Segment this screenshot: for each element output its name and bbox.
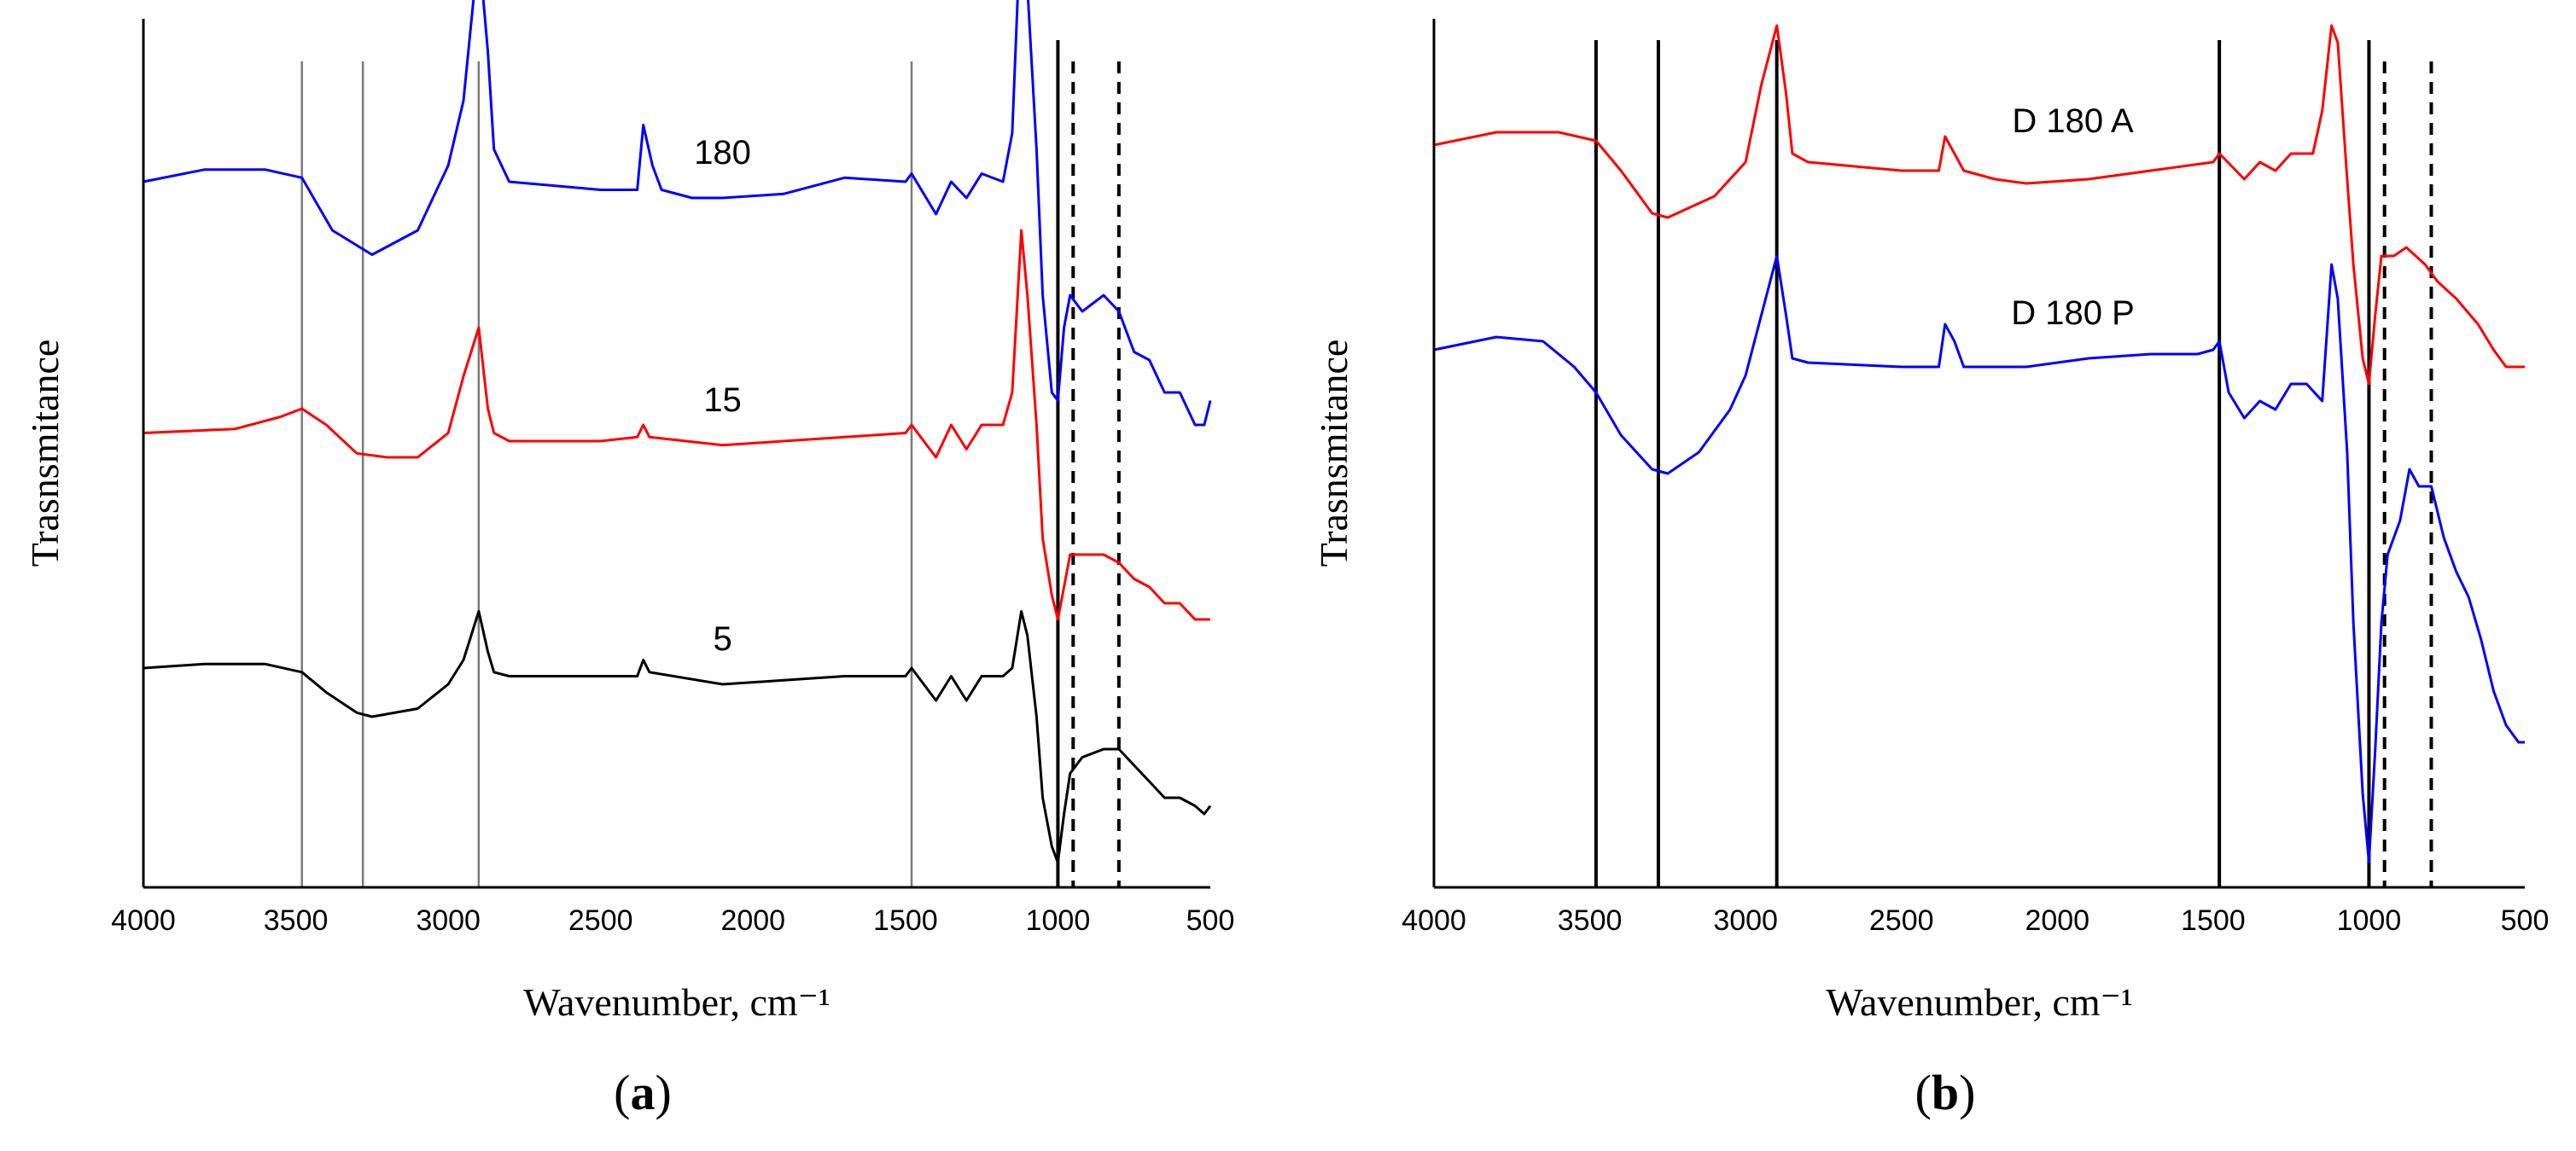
series-label-15: 15 [703,381,742,419]
x-tick-label-3500: 3500 [264,904,329,937]
x-tick-label-500: 500 [1186,904,1235,937]
series-label-5: 5 [713,620,731,658]
panel-a-label: (a) [614,1065,672,1120]
x-tick-label-500: 500 [2501,904,2550,937]
x-tick-label-2000: 2000 [720,904,785,937]
panel-a-x-axis-title: Wavenumber, cm⁻¹ [523,980,830,1024]
panel-b-label: (b) [1915,1065,1976,1120]
series-line-5 [143,610,1212,864]
panel-b-x-axis-title: Wavenumber, cm⁻¹ [1826,980,2133,1024]
panel-b-x-ticks: 4000 3500 3000 2500 2000 1500 1000 500 [1402,904,2549,937]
panel-a: 4000 3500 3000 2500 2000 1500 1000 500 180 15 5 W… [23,0,1234,1120]
x-tick-label-1500: 1500 [873,904,938,937]
panel-b-curves [1433,24,2525,863]
series-label-d-180-a: D 180 A [2012,102,2134,140]
panel-a-series-labels: 180 15 5 [694,134,751,658]
panel-a-x-ticks: 4000 3500 3000 2500 2000 1500 1000 500 [111,904,1234,937]
series-label-d-180-p: D 180 P [2011,294,2135,332]
x-tick-label-2500: 2500 [1869,904,1934,937]
series-line-d-180-a [1433,24,2525,386]
x-tick-label-1000: 1000 [1026,904,1091,937]
x-tick-label-2000: 2000 [2025,904,2089,937]
panel-b-y-axis-title: Trasnsmitance [1312,340,1355,567]
panel-a-y-axis-title: Trasnsmitance [23,340,67,567]
x-tick-label-2500: 2500 [568,904,633,937]
panel-b: 4000 3500 3000 2500 2000 1500 1000 500 D 180 AD… [1312,19,2549,1120]
panel-a-curves [143,0,1212,864]
panel-a-reference-lines [300,40,1121,887]
series-line-15 [143,229,1210,621]
panel-b-series-labels: D 180 A D 180 P [2011,102,2135,332]
x-tick-label-3000: 3000 [1713,904,1778,937]
x-tick-label-1500: 1500 [2181,904,2246,937]
series-label-180: 180 [694,134,751,171]
x-tick-label-4000: 4000 [111,904,176,937]
x-tick-label-1000: 1000 [2337,904,2402,937]
series-line-d-180-p [1433,254,2525,863]
x-tick-label-3000: 3000 [416,904,481,937]
panel-b-reference-lines [1594,40,2433,887]
series-line-180 [143,0,1212,427]
x-tick-label-3500: 3500 [1558,904,1623,937]
x-tick-label-4000: 4000 [1402,904,1466,937]
